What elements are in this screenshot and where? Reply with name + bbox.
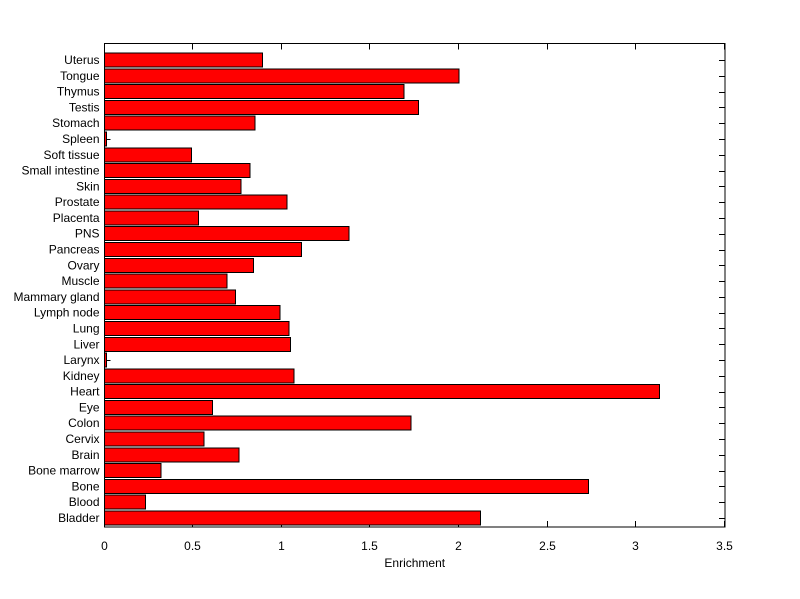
bar-blood: [104, 494, 146, 510]
y-tick-label: Stomach: [52, 116, 99, 130]
y-tick-label: Lymph node: [34, 306, 100, 320]
bar-pns: [104, 226, 350, 242]
y-tick-label: Pancreas: [49, 243, 100, 257]
y-tick-label: Bone: [71, 479, 99, 493]
y-tick-label: Liver: [73, 337, 99, 351]
y-tick-label: Thymus: [57, 85, 100, 99]
bar-placenta: [104, 210, 199, 226]
y-tick-label: Eye: [79, 400, 100, 414]
bar-prostate: [104, 194, 288, 210]
bar-pancreas: [104, 242, 302, 258]
x-axis-label: Enrichment: [384, 556, 445, 570]
bar-heart: [104, 384, 660, 400]
bar-testis: [104, 99, 419, 115]
bar-tongue: [104, 68, 460, 84]
bar-skin: [104, 178, 242, 194]
y-tick-label: Bone marrow: [28, 464, 100, 478]
bar-lymph-node: [104, 305, 281, 321]
x-tick-label: 0: [101, 539, 108, 553]
y-tick-label: Small intestine: [21, 164, 99, 178]
x-tick-label: 0.5: [184, 539, 201, 553]
bar-bladder: [104, 510, 481, 526]
y-tick-label: Brain: [71, 448, 99, 462]
y-tick-label: Testis: [69, 100, 100, 114]
bar-thymus: [104, 84, 405, 100]
bar-muscle: [104, 273, 228, 289]
x-tick-label: 3: [632, 539, 639, 553]
y-tick-label: Soft tissue: [43, 148, 99, 162]
y-tick-label: Kidney: [63, 369, 100, 383]
y-tick-label: Tongue: [60, 69, 100, 83]
bar-mammary-gland: [104, 289, 237, 305]
y-tick-label: Lung: [73, 321, 100, 335]
bar-stomach: [104, 115, 256, 131]
bar-kidney: [104, 368, 295, 384]
y-tick-label: PNS: [75, 227, 100, 241]
y-tick-label: Skin: [76, 179, 99, 193]
y-tick-label: Larynx: [63, 353, 99, 367]
x-tick-label: 2.5: [539, 539, 556, 553]
bar-ovary: [104, 257, 254, 273]
x-tick-label: 1: [278, 539, 285, 553]
bar-eye: [104, 399, 214, 415]
y-tick-label: Spleen: [62, 132, 99, 146]
bar-lung: [104, 320, 290, 336]
y-tick-label: Placenta: [53, 211, 100, 225]
x-tick-label: 3.5: [716, 539, 733, 553]
y-tick-label: Blood: [69, 495, 100, 509]
bar-soft-tissue: [104, 147, 192, 163]
y-tick-label: Mammary gland: [13, 290, 99, 304]
bar-small-intestine: [104, 163, 251, 179]
y-tick-label: Ovary: [67, 258, 99, 272]
bar-uterus: [104, 52, 263, 68]
y-tick-label: Muscle: [61, 274, 99, 288]
bar-larynx: [104, 352, 107, 368]
y-tick-label: Colon: [68, 416, 99, 430]
x-tick-label: 1.5: [361, 539, 378, 553]
y-tick-label: Prostate: [55, 195, 100, 209]
bar-spleen: [104, 131, 107, 147]
x-tick-label: 2: [455, 539, 462, 553]
bar-liver: [104, 336, 292, 352]
bar-brain: [104, 447, 240, 463]
bar-bone-marrow: [104, 463, 162, 479]
y-tick-label: Cervix: [65, 432, 99, 446]
bar-bone: [104, 478, 589, 494]
y-tick-label: Uterus: [64, 53, 99, 67]
y-tick-label: Bladder: [58, 511, 99, 525]
y-tick-label: Heart: [70, 385, 100, 399]
bar-colon: [104, 415, 412, 431]
bar-cervix: [104, 431, 205, 447]
